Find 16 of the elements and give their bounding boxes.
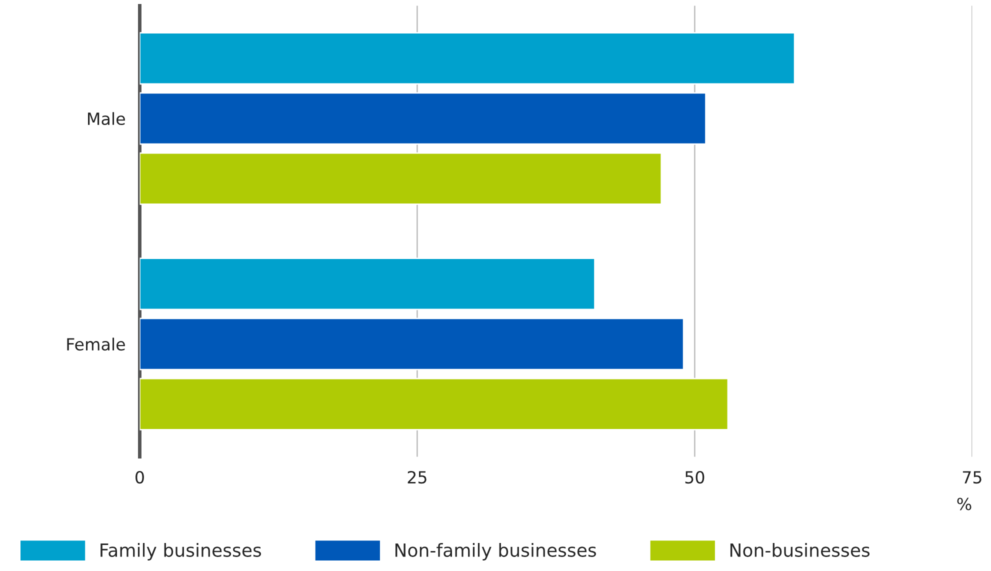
bar xyxy=(140,92,706,145)
bar xyxy=(140,152,662,205)
bar xyxy=(140,318,684,370)
bar xyxy=(140,378,729,430)
x-axis-title: % xyxy=(957,498,972,510)
y-tick-label: Male xyxy=(88,112,125,126)
legend-label: Family businesses xyxy=(100,542,262,560)
bar xyxy=(140,258,596,310)
bar xyxy=(140,32,796,85)
x-tick-label: 25 xyxy=(408,470,426,484)
legend-label: Non-businesses xyxy=(730,542,870,557)
x-tick-label: 0 xyxy=(136,470,144,484)
x-tick-label: 75 xyxy=(962,471,982,484)
x-tick-label: 50 xyxy=(685,470,704,484)
y-tick-label: Female xyxy=(67,338,125,351)
legend-label: Non-family businesses xyxy=(395,542,596,560)
